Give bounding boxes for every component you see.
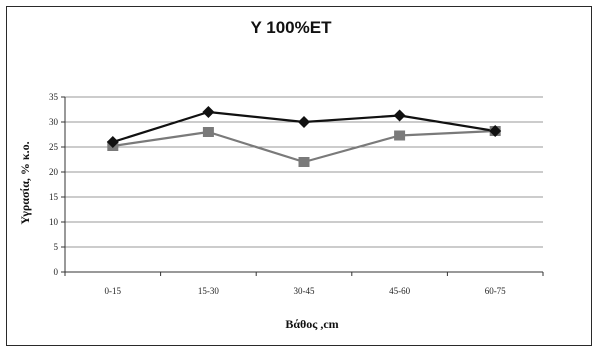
y-tick-labels: 0 5 10 15 20 25 30 35	[49, 92, 59, 277]
x-tick-label: 60-75	[485, 286, 506, 296]
series-1-point	[106, 136, 119, 148]
y-tick-label: 30	[49, 117, 59, 127]
series-2-point	[202, 127, 214, 137]
series-1-point	[298, 116, 310, 128]
y-tick-label: 0	[54, 267, 59, 277]
x-tick-label: 0-15	[105, 286, 122, 296]
x-tick-label: 45-60	[389, 286, 410, 296]
line-chart: Y 100%ET 0 5 10 15 20 25 30 35 0-15 15-30 30-45 45…	[18, 18, 544, 331]
x-tick-label: 15-30	[198, 286, 219, 296]
chart-title: Y 100%ET	[251, 18, 333, 37]
series-markers	[106, 106, 502, 167]
series-1-point	[393, 109, 406, 122]
x-tick-labels: 0-15 15-30 30-45 45-60 60-75	[105, 286, 507, 296]
series-2-point	[298, 157, 310, 167]
y-tick-label: 10	[49, 217, 59, 227]
x-axis-title: Βάθος ,cm	[285, 317, 338, 331]
x-tick-label: 30-45	[294, 286, 315, 296]
axes	[61, 96, 544, 276]
y-axis-title: Υγρασία, % κ.ο.	[18, 141, 32, 224]
y-tick-label: 25	[49, 142, 59, 152]
series-1-point	[202, 106, 215, 118]
y-tick-label: 5	[54, 242, 59, 252]
y-tick-label: 20	[49, 167, 59, 177]
y-tick-label: 15	[49, 192, 59, 202]
chart-frame: Y 100%ET 0 5 10 15 20 25 30 35 0-15 15-30 30-45 45…	[6, 6, 592, 346]
series-2-point	[394, 130, 406, 141]
y-tick-label: 35	[49, 92, 59, 102]
series-1-point	[489, 125, 502, 137]
